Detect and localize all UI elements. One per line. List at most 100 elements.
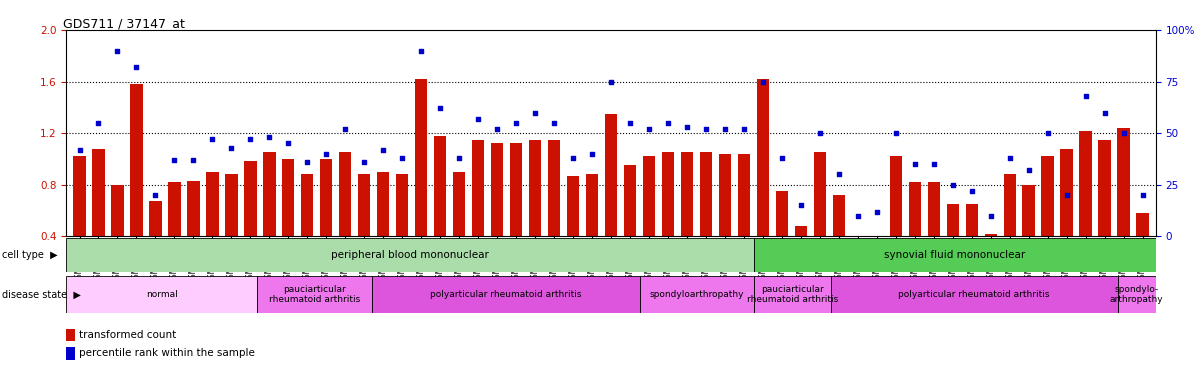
Point [1094, 110, 1114, 116]
Point [241, 136, 260, 142]
Bar [491, 144, 503, 236]
Text: disease state  ▶: disease state ▶ [2, 290, 82, 299]
Text: percentile rank within the sample: percentile rank within the sample [78, 348, 254, 358]
Bar [66, 347, 75, 360]
Bar [320, 159, 332, 236]
Bar [258, 276, 372, 313]
Text: cell type  ▶: cell type ▶ [2, 250, 58, 260]
Bar [624, 165, 636, 236]
Bar [639, 276, 755, 313]
Bar [169, 182, 181, 236]
Point [297, 159, 317, 165]
Bar [1022, 185, 1034, 236]
Bar [433, 136, 447, 236]
Bar [890, 156, 902, 236]
Point [563, 155, 583, 161]
Point [696, 126, 715, 132]
Point [867, 209, 886, 214]
Bar [372, 276, 639, 313]
Bar [188, 181, 200, 236]
Point [659, 120, 678, 126]
Bar [966, 204, 978, 236]
Point [412, 48, 431, 54]
Point [202, 136, 222, 142]
Bar [814, 153, 826, 236]
Text: normal: normal [146, 290, 178, 299]
Point [317, 151, 336, 157]
Bar [946, 204, 958, 236]
Bar [358, 174, 371, 236]
Bar [66, 238, 755, 272]
Text: spondylo-
arthropathy: spondylo- arthropathy [1110, 285, 1163, 304]
Point [355, 159, 374, 165]
Point [734, 126, 754, 132]
Point [449, 155, 468, 161]
Bar [870, 236, 883, 249]
Point [184, 157, 203, 163]
Point [431, 105, 450, 111]
Bar [586, 174, 598, 236]
Bar [700, 153, 712, 236]
Point [373, 147, 393, 153]
Bar [453, 172, 465, 236]
Point [678, 124, 697, 130]
Point [507, 120, 526, 126]
Point [393, 155, 412, 161]
Bar [604, 114, 618, 236]
Bar [833, 195, 845, 236]
Bar [567, 176, 579, 236]
Point [525, 110, 544, 116]
Bar [415, 79, 427, 236]
Point [1019, 167, 1038, 173]
Bar [206, 172, 219, 236]
Bar [130, 84, 142, 236]
Point [1114, 130, 1133, 136]
Bar [282, 159, 295, 236]
Point [962, 188, 981, 194]
Bar [1041, 156, 1054, 236]
Bar [529, 140, 542, 236]
Point [754, 79, 773, 85]
Bar [719, 154, 731, 236]
Text: GDS711 / 37147_at: GDS711 / 37147_at [63, 17, 185, 30]
Text: synovial fluid mononuclear: synovial fluid mononuclear [885, 250, 1026, 260]
Bar [755, 276, 831, 313]
Bar [225, 174, 237, 236]
Bar [548, 140, 560, 236]
Point [601, 79, 621, 85]
Bar [340, 153, 352, 236]
Bar [851, 236, 864, 256]
Point [468, 116, 488, 122]
Point [886, 130, 905, 136]
Bar [149, 201, 161, 236]
Point [260, 134, 279, 140]
Point [1057, 192, 1076, 198]
Point [544, 120, 563, 126]
Point [1001, 155, 1020, 161]
Point [278, 141, 297, 147]
Point [583, 151, 602, 157]
Bar [66, 276, 258, 313]
Bar [1003, 174, 1016, 236]
Point [772, 155, 791, 161]
Point [108, 48, 128, 54]
Bar [909, 182, 921, 236]
Bar [396, 174, 408, 236]
Text: polyarticular rheumatoid arthritis: polyarticular rheumatoid arthritis [430, 290, 582, 299]
Text: polyarticular rheumatoid arthritis: polyarticular rheumatoid arthritis [898, 290, 1050, 299]
Point [981, 213, 1001, 219]
Bar [93, 148, 105, 236]
Point [715, 126, 734, 132]
Point [89, 120, 108, 126]
Bar [244, 162, 256, 236]
Bar [831, 276, 1117, 313]
Point [222, 145, 241, 151]
Bar [73, 156, 85, 236]
Bar [755, 238, 1156, 272]
Point [943, 182, 962, 188]
Bar [1117, 128, 1129, 236]
Bar [1061, 148, 1073, 236]
Bar [377, 172, 389, 236]
Point [791, 202, 810, 208]
Bar [510, 144, 523, 236]
